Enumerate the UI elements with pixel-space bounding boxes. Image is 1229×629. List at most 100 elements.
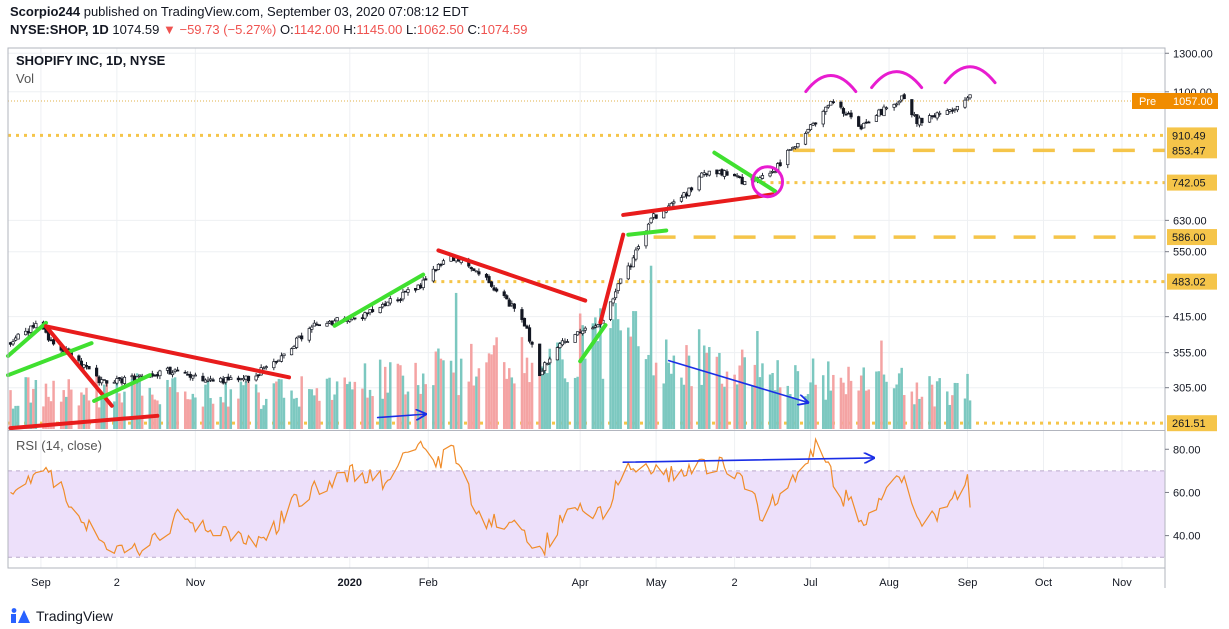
candle-body xyxy=(292,346,296,349)
volume-bar xyxy=(528,382,531,429)
volume-bar xyxy=(743,357,746,429)
volume-bar xyxy=(346,384,349,429)
candle-body xyxy=(105,380,109,384)
legend: SHOPIFY INC, 1D, NYSE Vol RSI (14, close… xyxy=(16,53,166,453)
candle-body xyxy=(884,107,889,110)
publish-info: published on TradingView.com, September … xyxy=(83,4,469,19)
candle-body xyxy=(495,288,499,292)
candle-body xyxy=(257,374,261,377)
low-label: L: xyxy=(406,22,417,37)
level-price-tag xyxy=(1167,174,1217,191)
volume-bar xyxy=(457,395,460,429)
candle-body xyxy=(968,94,972,99)
volume-bar xyxy=(804,396,807,429)
time-tick-label: 2020 xyxy=(338,577,362,589)
candle-body xyxy=(510,303,514,306)
candle-body xyxy=(436,263,440,270)
volume-bar xyxy=(573,377,577,429)
volume-bar xyxy=(609,328,612,429)
volume-bar xyxy=(718,352,721,429)
candle-body xyxy=(24,330,28,336)
candle-body xyxy=(239,378,243,380)
grid xyxy=(8,48,1165,568)
volume-bar xyxy=(105,380,108,429)
volume-bar xyxy=(680,377,683,429)
level-price-label: 853.47 xyxy=(1172,145,1206,157)
author-name[interactable]: Scorpio244 xyxy=(10,4,81,19)
volume-bar xyxy=(227,406,230,429)
tradingview-brand[interactable]: TradingView xyxy=(36,608,114,624)
level-price-label: 261.51 xyxy=(1172,418,1206,430)
candle-body xyxy=(502,291,506,297)
volume-bar xyxy=(290,390,293,429)
volume-bar xyxy=(194,397,197,429)
volume-bar xyxy=(399,365,402,429)
volume-bar xyxy=(946,391,949,429)
candle-body xyxy=(814,122,818,125)
volume-bar xyxy=(219,396,222,429)
volume-bar xyxy=(189,399,192,429)
candle-body xyxy=(626,265,630,280)
candle-body xyxy=(295,337,299,348)
tradingview-logo-icon[interactable] xyxy=(10,607,32,625)
candle-body xyxy=(84,364,89,367)
candle-body xyxy=(768,172,772,177)
candle-body xyxy=(948,109,952,112)
candle-body xyxy=(920,117,924,124)
volume-bar xyxy=(115,380,119,429)
volume-bar xyxy=(935,381,939,429)
volume-bar xyxy=(396,363,400,429)
volume-bar xyxy=(548,348,552,429)
chart-canvas[interactable]: 1300.001100.00630.00550.00415.00355.0030… xyxy=(0,40,1229,602)
volume-bar xyxy=(34,380,38,429)
level-price-label: 910.49 xyxy=(1172,130,1206,142)
candle-body xyxy=(307,328,311,341)
volume-bar xyxy=(389,362,392,429)
volume-bar xyxy=(277,378,281,429)
price-red-line xyxy=(43,324,114,408)
volume-bar xyxy=(761,363,764,429)
volume-bar xyxy=(333,394,336,429)
candle-body xyxy=(733,173,737,177)
candle-body xyxy=(505,295,509,300)
candle-body xyxy=(773,171,777,174)
close-value: 1074.59 xyxy=(480,22,528,37)
candle-body xyxy=(191,375,195,379)
candle-body xyxy=(87,366,91,370)
volume-bar xyxy=(951,395,954,429)
volume-bar xyxy=(702,345,706,429)
candle-body xyxy=(583,327,587,331)
candle-body xyxy=(811,123,815,126)
candle-body xyxy=(29,325,33,333)
volume-bar xyxy=(257,392,260,429)
candle-body xyxy=(8,342,13,345)
candle-body xyxy=(717,170,722,174)
candle-body xyxy=(401,291,405,300)
volume-bar xyxy=(85,387,88,429)
candle-body xyxy=(396,299,400,302)
candle-body xyxy=(264,366,268,368)
candle-body xyxy=(530,341,534,345)
candle-body xyxy=(955,105,959,111)
candle-body xyxy=(778,162,782,167)
candle-body xyxy=(545,363,549,366)
candle-body xyxy=(31,325,35,328)
quote-line: NYSE:SHOP, 1D 1074.59 ▼ −59.73 (−5.27%) … xyxy=(10,22,527,37)
volume-bar xyxy=(206,380,210,429)
candle-body xyxy=(725,171,729,176)
volume-bar xyxy=(875,371,878,429)
volume-bar xyxy=(113,401,116,429)
level-price-tag xyxy=(1167,127,1217,144)
volume-bar xyxy=(297,406,301,429)
volume-bar xyxy=(133,375,136,429)
volume-bar xyxy=(368,389,372,429)
candle-body xyxy=(849,112,853,118)
volume-bar xyxy=(386,392,389,429)
volume-bar xyxy=(138,379,141,429)
volume-bar xyxy=(204,384,207,429)
candle-body xyxy=(672,201,676,204)
candle-body xyxy=(492,287,496,291)
candles xyxy=(8,93,972,387)
axis-tick-label: 355.00 xyxy=(1173,348,1207,360)
candle-body xyxy=(327,320,332,324)
